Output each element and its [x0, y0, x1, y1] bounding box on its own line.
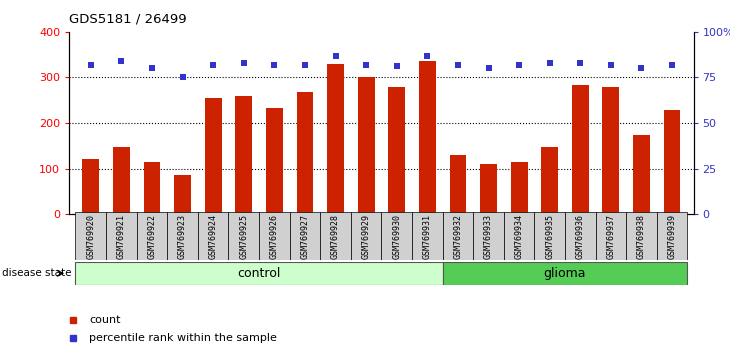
Bar: [290, 212, 320, 260]
Text: GSM769934: GSM769934: [515, 214, 523, 259]
Text: GSM769937: GSM769937: [607, 214, 615, 259]
Bar: [351, 212, 381, 260]
Text: GSM769928: GSM769928: [331, 214, 340, 259]
Text: GSM769923: GSM769923: [178, 214, 187, 259]
Bar: [235, 96, 252, 214]
Bar: [204, 98, 222, 214]
Bar: [473, 212, 504, 260]
Bar: [504, 212, 534, 260]
Bar: [534, 212, 565, 260]
Bar: [228, 212, 259, 260]
Bar: [572, 85, 588, 214]
Bar: [450, 155, 466, 214]
Text: GSM769921: GSM769921: [117, 214, 126, 259]
Bar: [442, 212, 473, 260]
Bar: [480, 164, 497, 214]
Text: GSM769924: GSM769924: [209, 214, 218, 259]
Bar: [75, 262, 442, 285]
Text: percentile rank within the sample: percentile rank within the sample: [89, 333, 277, 343]
Bar: [75, 212, 106, 260]
Bar: [626, 212, 657, 260]
Text: GSM769920: GSM769920: [86, 214, 96, 259]
Bar: [327, 64, 344, 214]
Text: GSM769939: GSM769939: [667, 214, 677, 259]
Bar: [320, 212, 351, 260]
Bar: [657, 212, 688, 260]
Text: GSM769922: GSM769922: [147, 214, 156, 259]
Bar: [381, 212, 412, 260]
Bar: [266, 108, 283, 214]
Text: GSM769927: GSM769927: [301, 214, 310, 259]
Bar: [82, 159, 99, 214]
Bar: [565, 212, 596, 260]
Bar: [633, 135, 650, 214]
Text: disease state: disease state: [2, 268, 72, 278]
Text: GSM769933: GSM769933: [484, 214, 493, 259]
Bar: [113, 147, 130, 214]
Bar: [602, 87, 619, 214]
Bar: [596, 212, 626, 260]
Text: control: control: [237, 267, 281, 280]
Bar: [358, 78, 374, 214]
Bar: [198, 212, 228, 260]
Bar: [388, 87, 405, 214]
Text: GSM769938: GSM769938: [637, 214, 646, 259]
Text: GSM769926: GSM769926: [270, 214, 279, 259]
Bar: [412, 212, 442, 260]
Bar: [106, 212, 137, 260]
Bar: [137, 212, 167, 260]
Bar: [259, 212, 290, 260]
Text: GSM769929: GSM769929: [361, 214, 371, 259]
Text: GSM769925: GSM769925: [239, 214, 248, 259]
Bar: [541, 147, 558, 214]
Bar: [144, 162, 161, 214]
Text: GSM769931: GSM769931: [423, 214, 432, 259]
Text: GSM769930: GSM769930: [392, 214, 402, 259]
Text: glioma: glioma: [544, 267, 586, 280]
Bar: [419, 62, 436, 214]
Bar: [167, 212, 198, 260]
Text: GSM769932: GSM769932: [453, 214, 462, 259]
Text: GSM769935: GSM769935: [545, 214, 554, 259]
Text: count: count: [89, 315, 120, 325]
Bar: [296, 92, 313, 214]
Bar: [442, 262, 688, 285]
Bar: [511, 162, 528, 214]
Bar: [664, 110, 680, 214]
Text: GDS5181 / 26499: GDS5181 / 26499: [69, 12, 187, 25]
Bar: [174, 176, 191, 214]
Text: GSM769936: GSM769936: [576, 214, 585, 259]
